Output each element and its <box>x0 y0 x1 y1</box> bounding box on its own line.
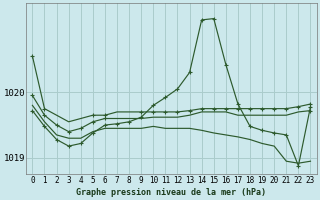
X-axis label: Graphe pression niveau de la mer (hPa): Graphe pression niveau de la mer (hPa) <box>76 188 267 197</box>
